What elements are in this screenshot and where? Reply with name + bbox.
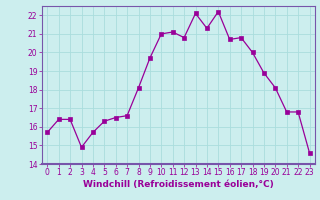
- X-axis label: Windchill (Refroidissement éolien,°C): Windchill (Refroidissement éolien,°C): [83, 180, 274, 189]
